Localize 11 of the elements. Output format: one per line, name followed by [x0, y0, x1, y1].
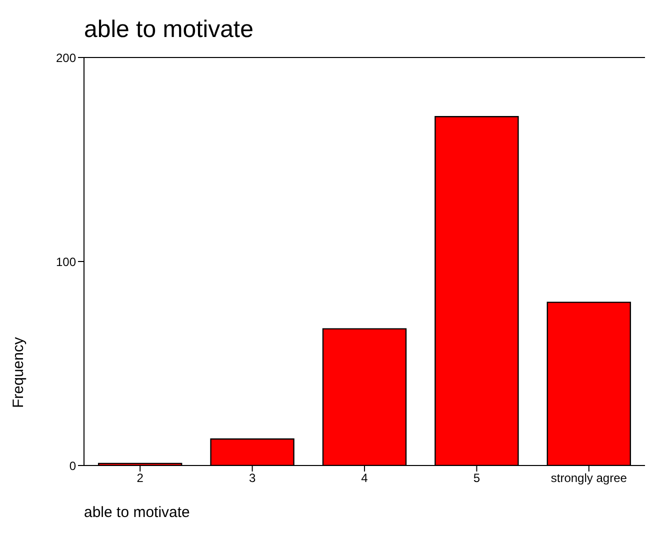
x-tick-label: 2	[136, 471, 144, 486]
y-tick-label: 100	[56, 254, 76, 269]
x-tick-label: 4	[361, 471, 368, 486]
y-tick-label: 200	[56, 50, 76, 65]
chart-title: able to motivate	[84, 16, 254, 44]
x-axis-title: able to motivate	[84, 504, 190, 521]
x-tick-label: strongly agree	[550, 471, 628, 486]
y-axis-title: Frequency	[10, 337, 27, 408]
x-tick-label: 5	[473, 471, 480, 486]
x-tick-label: 3	[248, 471, 256, 486]
y-tick-label: 0	[69, 458, 76, 473]
